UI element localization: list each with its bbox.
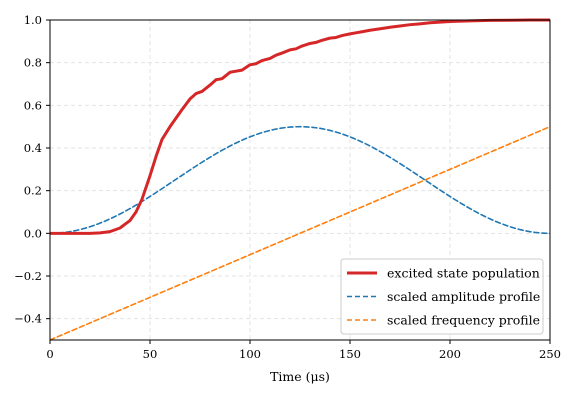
x-tick-label: 50: [143, 347, 158, 361]
series-line-scaled-frequency-profile: [50, 125, 550, 341]
legend: excited state population scaled amplitude…: [340, 258, 544, 335]
series-line-scaled-amplitude-profile: [50, 125, 550, 235]
y-tick-label: 0.4: [24, 141, 42, 155]
x-tick-label: 0: [46, 347, 53, 361]
x-tick-label: 200: [439, 347, 461, 361]
legend-label: scaled amplitude profile: [387, 289, 540, 304]
y-tick-label: 0.8: [24, 56, 42, 70]
plot-series: [50, 18, 550, 341]
legend-box: [340, 258, 544, 335]
y-tick-label: 1.0: [24, 13, 42, 27]
y-tick-label: 0.6: [24, 98, 42, 112]
x-tick-label: 250: [539, 347, 561, 361]
legend-label: excited state population: [387, 266, 540, 281]
x-tick-label: 150: [339, 347, 361, 361]
x-tick-label: 100: [239, 347, 261, 361]
x-axis-label: Time (μs): [270, 369, 330, 384]
axis-ticks: 0 50 100 150 200 250 −0.4 −0.2 0.0 0.2 0.4 0.6 0.8 1.…: [14, 13, 561, 361]
y-tick-label: −0.4: [14, 312, 42, 326]
y-tick-label: 0.0: [24, 226, 42, 240]
plot-frame: [49, 19, 551, 341]
series-line-excited-state-population: [50, 18, 550, 235]
y-tick-label: −0.2: [14, 269, 42, 283]
y-tick-label: 0.2: [24, 184, 42, 198]
legend-label: scaled frequency profile: [387, 313, 540, 328]
